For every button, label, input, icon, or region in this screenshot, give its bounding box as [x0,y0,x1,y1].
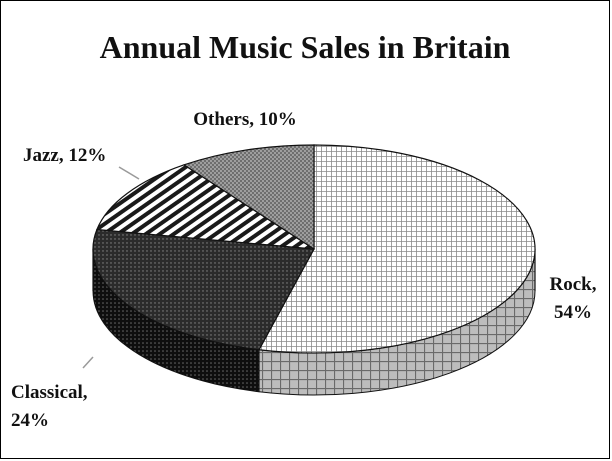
slice-rock [258,144,536,354]
leader-classical [82,356,94,369]
slice-label-others: Others, 10% [193,109,296,130]
slice-others [182,144,315,251]
slice-jazz [96,164,315,250]
slice-labels: Rock, 54% Classical, 24% Jazz, 12% Others, 10… [11,109,597,431]
slice-label-classical: 24% [11,410,49,431]
pie-slices [92,144,536,354]
slice-label-rock: 54% [554,302,592,323]
slice-label-rock: Rock, [550,274,597,295]
slice-label-jazz: Jazz, 12% [23,145,106,166]
leader-jazz [118,166,140,180]
label-leaders [82,166,140,369]
slice-classical [92,228,315,351]
chart-title: Annual Music Sales in Britain [99,29,511,65]
slice-label-classical: Classical, [11,382,88,403]
